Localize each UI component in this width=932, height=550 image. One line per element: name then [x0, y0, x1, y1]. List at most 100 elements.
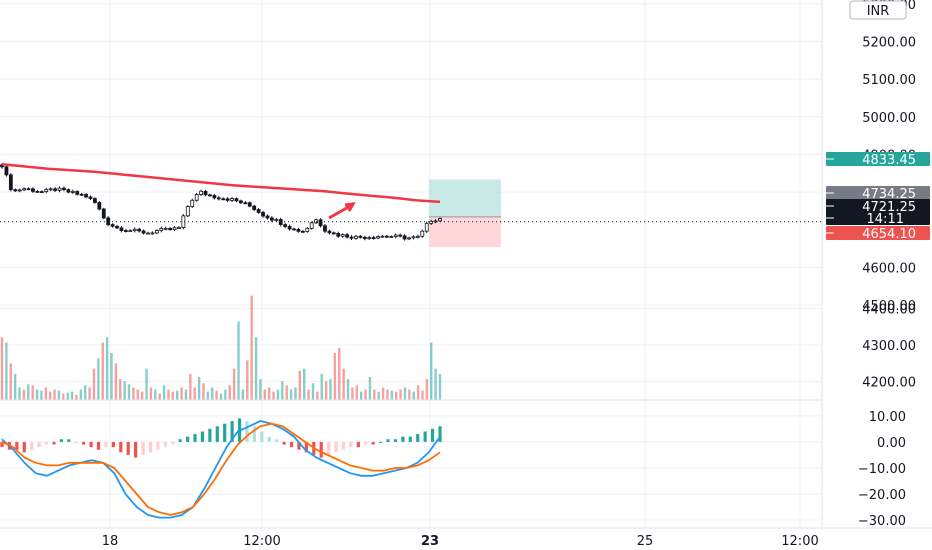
volume-bar — [0, 337, 4, 400]
time-tick-label: 18 — [102, 534, 119, 549]
macd-line — [1, 420, 441, 519]
candle-body — [88, 196, 93, 199]
volume-bar — [75, 394, 78, 400]
candle-body — [172, 227, 177, 231]
candle-body — [203, 190, 208, 196]
price-marker-tag — [826, 152, 930, 166]
time-tick-label: 12:00 — [781, 534, 818, 549]
macd-histogram-bar — [349, 441, 353, 448]
volume-bar — [9, 363, 12, 400]
volume-bar — [373, 389, 376, 400]
candle-body — [185, 206, 190, 217]
candle-body — [385, 235, 389, 238]
volume-bar — [364, 389, 367, 400]
candle-body — [323, 225, 327, 232]
volume-bar — [119, 379, 122, 400]
currency-badge-label: INR — [867, 4, 890, 19]
candle-body — [256, 209, 261, 213]
volume-bar — [399, 389, 402, 400]
candle-body — [283, 224, 288, 227]
volume-bar — [13, 373, 17, 400]
candle-body — [17, 189, 22, 192]
candle-body — [115, 225, 119, 229]
volume-bar — [338, 347, 341, 400]
volume-bar — [250, 295, 253, 400]
candle-body — [331, 232, 336, 235]
macd-histogram-bar — [0, 441, 4, 448]
price-marker-tag — [826, 199, 930, 213]
candle-body — [415, 235, 420, 238]
volume-bar — [176, 390, 179, 400]
volume-bar — [228, 385, 231, 400]
drawing-arrow[interactable] — [328, 202, 356, 220]
candle-body — [84, 194, 88, 198]
candle-body — [216, 197, 221, 200]
macd-histogram-bar — [74, 441, 78, 443]
macd-histogram-bar — [289, 441, 294, 448]
macd-histogram-bar — [297, 441, 301, 450]
volume-bar — [189, 373, 192, 400]
macd-histogram-bar — [223, 423, 227, 442]
price-tick-label: 5200.00 — [862, 35, 916, 50]
currency-badge[interactable]: INR — [849, 0, 907, 20]
macd-histogram-bar — [386, 439, 390, 442]
macd-histogram-bar — [156, 441, 160, 450]
price-axis[interactable]: 5300.005200.005100.005000.004900.004800.… — [826, 0, 930, 529]
candle-body — [362, 236, 367, 239]
volume-bar — [140, 391, 144, 400]
candle-body — [62, 187, 66, 191]
macd-histogram-bar — [178, 439, 182, 442]
price-panel[interactable] — [0, 162, 822, 248]
macd-histogram-bar — [22, 441, 26, 453]
candle-body — [123, 230, 128, 232]
volume-bar — [390, 390, 394, 400]
candle-body — [358, 235, 363, 238]
volume-bar — [62, 393, 65, 400]
macd-histogram-bar — [401, 436, 405, 442]
volume-bar — [377, 391, 380, 400]
macd-histogram-bar — [200, 431, 205, 442]
candle-body — [190, 199, 195, 207]
volume-bar — [202, 383, 205, 400]
candle-body — [199, 190, 203, 195]
volume-bar — [316, 391, 319, 400]
volume-bar — [359, 391, 363, 400]
candle-body — [8, 174, 13, 191]
volume-bar — [263, 389, 266, 400]
macd-histogram-bar — [52, 441, 56, 445]
volume-bar — [193, 387, 196, 400]
candle-body — [247, 202, 252, 207]
candle-body — [296, 228, 301, 232]
macd-histogram-bar — [59, 439, 63, 442]
candle-body — [287, 226, 292, 230]
volume-bar — [158, 393, 161, 400]
volume-bar — [145, 368, 148, 400]
volume-tick-label: 4300.00 — [862, 339, 916, 354]
volume-bar — [294, 387, 297, 400]
macd-histogram-bar — [282, 441, 286, 445]
candle-body — [349, 236, 354, 239]
candle-body — [309, 222, 314, 229]
volume-bar — [184, 389, 188, 400]
chart-grid — [0, 0, 822, 528]
candle-body — [234, 198, 239, 202]
candle-body — [318, 219, 323, 227]
candle-body — [354, 235, 358, 239]
macd-histogram-bar — [267, 436, 271, 442]
long-position-tool[interactable] — [429, 179, 501, 248]
macd-histogram-bar — [96, 441, 101, 450]
volume-bar — [171, 391, 175, 400]
candle-body — [97, 202, 102, 210]
macd-histogram-bar — [245, 421, 249, 442]
volume-bar — [149, 387, 153, 400]
candle-body — [225, 198, 230, 201]
volume-bar — [276, 389, 280, 400]
candle-body — [75, 191, 80, 195]
volume-bar — [70, 391, 74, 400]
price-marker-label: 4833.45 — [862, 153, 916, 168]
volume-bar — [386, 389, 389, 400]
macd-histogram-bar — [416, 434, 420, 442]
time-axis[interactable]: 18 12:00 23 25 12:00 — [102, 534, 819, 549]
volume-bar — [211, 387, 214, 400]
